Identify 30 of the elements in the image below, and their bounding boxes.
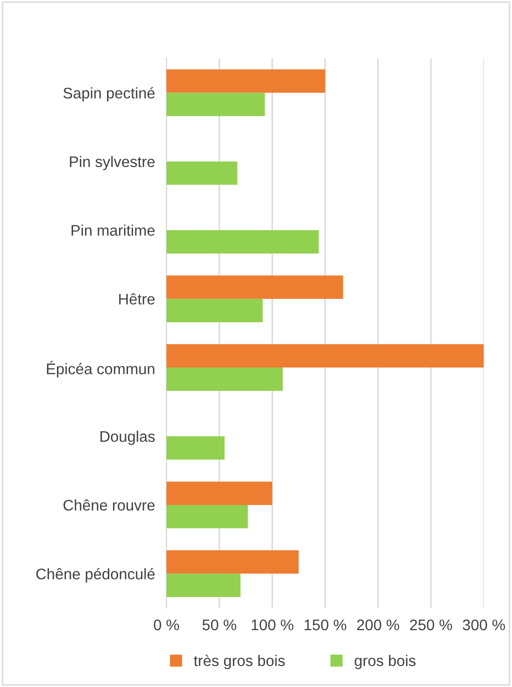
bar <box>166 436 225 460</box>
y-tick-label: Pin maritime <box>72 224 155 236</box>
y-tick-label: Chêne rouvre <box>64 499 155 511</box>
x-tick-label: 200 % <box>357 620 400 630</box>
bar <box>166 482 272 505</box>
bar <box>166 504 248 528</box>
y-tick-label: Hêtre <box>119 293 155 305</box>
y-tick-label: Douglas <box>100 430 155 445</box>
x-tick-label: 150 % <box>304 620 346 630</box>
bar <box>166 69 326 93</box>
y-tick-label: Pin sylvestre <box>70 156 155 170</box>
y-tick-label: Sapin pectiné <box>63 87 155 102</box>
x-tick-label: 250 % <box>410 620 452 630</box>
bar <box>166 161 238 185</box>
x-tick-label: 50 % <box>202 620 236 630</box>
legend-label: très gros bois <box>194 654 285 670</box>
x-tick-label: 100 % <box>252 620 294 630</box>
bar <box>166 92 265 116</box>
bar <box>166 230 319 254</box>
x-tick-label: 300 % <box>462 620 505 630</box>
bar <box>166 368 283 391</box>
bar <box>166 298 263 322</box>
y-tick-label: Épicéa commun <box>47 360 154 378</box>
x-tick-label: 0 % <box>154 620 180 630</box>
bar <box>166 344 484 368</box>
legend-label: gros bois <box>354 654 416 670</box>
bar <box>166 574 240 598</box>
bar <box>166 275 344 299</box>
bar <box>166 550 299 574</box>
y-tick-label: Chêne pédonculé <box>36 568 155 582</box>
